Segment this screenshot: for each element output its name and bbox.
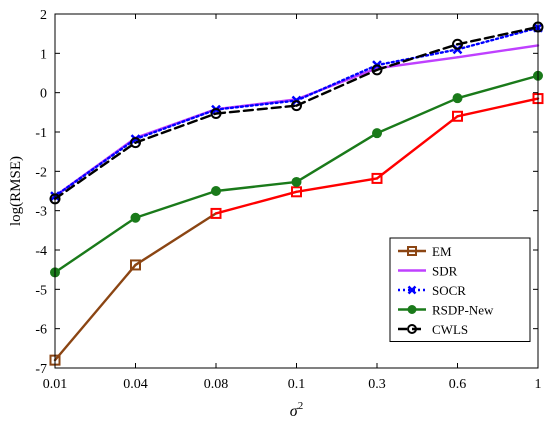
- series-cwls-point: [452, 38, 463, 50]
- series-cwls-segment: [53, 141, 137, 201]
- legend-label-cwls: CWLS: [432, 322, 468, 337]
- series-cwls-segment: [295, 68, 379, 107]
- y-axis-label: log(RMSE): [8, 156, 24, 226]
- legend-marker-cwls: [407, 324, 417, 334]
- series-rsdp-new-segment: [456, 74, 540, 100]
- x-tick-label: 0.3: [368, 377, 386, 392]
- series-rsdp-new-point: [372, 128, 382, 139]
- y-tick-label: 2: [40, 8, 47, 23]
- x-axis-label-base: σ: [290, 403, 299, 420]
- x-tick-label: 0.04: [123, 377, 148, 392]
- series-sdr: [53, 44, 540, 198]
- x-tick-label: 0.6: [449, 377, 467, 392]
- series-rsdp-new-point: [211, 186, 221, 196]
- legend-marker-socr: [407, 285, 417, 295]
- series-rsdp-new-segment: [53, 216, 137, 274]
- series-cwls-segment: [214, 104, 298, 115]
- series-em-segment: [456, 97, 540, 118]
- legend-label-rsdp-new: RSDP-New: [432, 303, 494, 318]
- series-socr: [50, 22, 543, 201]
- series-socr-segment: [134, 108, 218, 141]
- legend: EM SDR SOCR RSDP-New CWLS: [389, 237, 531, 342]
- series-em-point: [130, 259, 141, 271]
- series-socr-segment: [295, 63, 379, 102]
- series-em-segment: [375, 115, 459, 180]
- series-layer: [49, 21, 544, 366]
- series-rsdp-new-segment: [134, 189, 218, 219]
- series-rsdp-new-segment: [214, 180, 298, 193]
- legend-label-socr: SOCR: [432, 283, 466, 298]
- series-cwls-point: [291, 100, 302, 112]
- series-rsdp-new-segment: [375, 96, 459, 135]
- series-rsdp-new-segment: [295, 131, 379, 184]
- series-em-segment: [53, 263, 137, 362]
- series-cwls: [49, 21, 544, 205]
- legend-marker-rsdp-new: [407, 305, 417, 314]
- series-sdr-segment: [295, 67, 379, 101]
- series-cwls-segment: [375, 43, 459, 72]
- legend-marker-em: [407, 246, 417, 256]
- series-em-segment: [214, 190, 298, 215]
- series-cwls-point: [371, 64, 383, 76]
- x-tick-label: 0.01: [43, 377, 68, 392]
- series-socr-segment: [214, 99, 298, 111]
- series-em-point: [452, 110, 463, 122]
- x-tick-label: 0.08: [204, 377, 229, 392]
- series-rsdp-new-point: [130, 212, 141, 223]
- x-axis-label-superscript: 2: [298, 400, 304, 412]
- y-tick-label: -3: [35, 205, 47, 220]
- series-cwls-segment: [456, 25, 540, 46]
- series-em-point: [371, 172, 383, 184]
- series-sdr-segment: [456, 44, 540, 59]
- y-tick-label: 1: [40, 47, 47, 62]
- y-tick-label: 0: [40, 87, 47, 102]
- y-tick-label: -1: [35, 126, 47, 141]
- x-tick-label: 1: [535, 377, 542, 392]
- x-axis-label: σ2: [290, 400, 303, 420]
- series-socr-segment: [456, 26, 540, 51]
- legend-label-sdr: SDR: [432, 264, 458, 279]
- series-cwls-point: [210, 108, 222, 120]
- y-tick-label: -4: [35, 244, 47, 259]
- series-rsdp-new-point: [291, 176, 302, 187]
- series-em-segment: [295, 177, 379, 193]
- series-em: [49, 93, 544, 366]
- series-cwls-segment: [134, 112, 218, 144]
- series-em-point: [291, 186, 302, 198]
- y-tick-label: -6: [35, 323, 47, 338]
- series-em-point: [210, 207, 222, 219]
- series-rsdp-new: [50, 70, 543, 278]
- y-tick-label: -7: [35, 362, 47, 377]
- y-tick-label: -5: [35, 283, 47, 298]
- y-tick-label: -2: [35, 165, 47, 180]
- series-rsdp-new-point: [452, 93, 463, 104]
- series-em-segment: [134, 212, 218, 267]
- series-socr-segment: [53, 137, 137, 198]
- legend-label-em: EM: [432, 244, 452, 259]
- x-tick-label: 0.1: [288, 377, 306, 392]
- ticks-layer: -7 -6 -5 -4 -3 -2 -1 0 1 2 0.01 0.04 0.08 0.1 0.3 0.6 1: [35, 8, 541, 392]
- series-cwls-point: [130, 137, 141, 149]
